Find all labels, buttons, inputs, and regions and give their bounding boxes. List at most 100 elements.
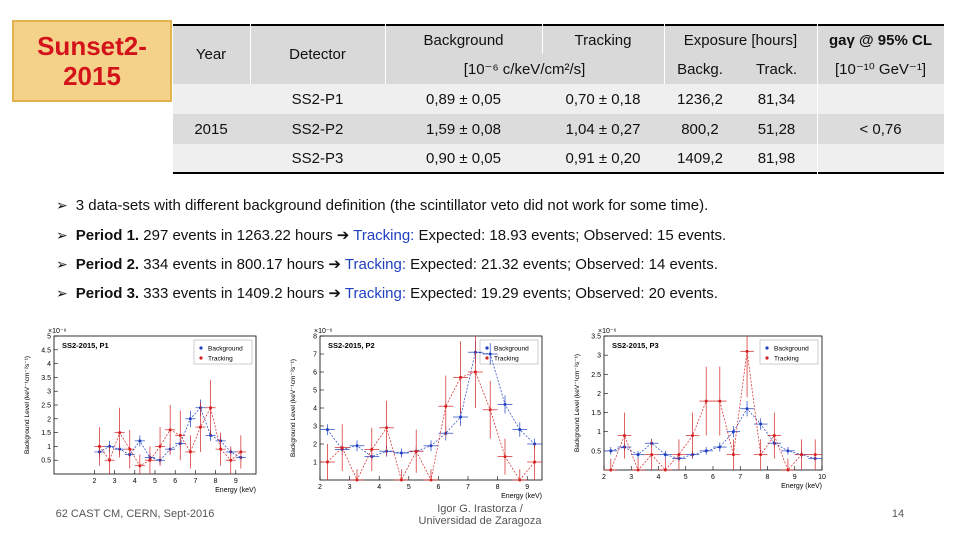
cell-tracking: 0,70 ± 0,18 [565, 90, 641, 108]
x-tick-label: 9 [793, 474, 797, 481]
table-row-band [172, 144, 944, 174]
cell-exp-track: 51,28 [757, 120, 796, 138]
bullet-tracking: Tracking: [353, 227, 415, 244]
data-point [429, 478, 433, 482]
table-top-rule [172, 24, 944, 26]
bullet-text: 297 events in 1263.22 hours [139, 227, 337, 244]
data-point [188, 417, 192, 421]
header-tracking: Tracking [574, 31, 632, 49]
data-point [219, 447, 223, 451]
arrow-bullet-icon: ➢ [56, 285, 68, 301]
table-bottom-rule [172, 172, 944, 174]
x-tick-label: 5 [684, 474, 688, 481]
y-tick-label: 2 [47, 416, 51, 423]
data-point [355, 444, 359, 448]
cell-exp-backg: 1409,2 [677, 149, 723, 167]
y-tick-label: 1.5 [591, 410, 601, 417]
table-divider [172, 24, 173, 174]
slide-title-box: Sunset2- 2015 [12, 20, 172, 102]
y-tick-label: 4 [47, 361, 51, 368]
arrow-bullet-icon: ➢ [56, 256, 68, 272]
data-point [663, 468, 667, 472]
data-point [138, 439, 142, 443]
legend-label: Background [494, 346, 529, 353]
data-point [239, 450, 243, 454]
cell-background: 1,59 ± 0,08 [426, 120, 501, 138]
bullet-item: ➢ Period 3. 333 events in 1409.2 hours ➔ … [56, 284, 718, 302]
legend-marker [485, 356, 489, 360]
series-line [610, 408, 816, 459]
table-row-band [172, 84, 944, 114]
data-point [518, 428, 522, 432]
legend-box [193, 339, 253, 365]
data-point [188, 450, 192, 454]
footer-author: Igor G. Irastorza / Universidad de Zarag… [400, 503, 560, 527]
x-tick-label: 7 [738, 474, 742, 481]
header-year: Year [195, 45, 227, 63]
data-point [691, 434, 695, 438]
x-tick-label: 6 [436, 484, 440, 491]
data-point [340, 446, 344, 450]
legend-label: Tracking [494, 356, 519, 363]
table-divider [250, 24, 251, 84]
legend-box [479, 339, 539, 365]
y-tick-label: 2.5 [591, 372, 601, 379]
chart-p2: ×10⁻⁶ 1 2 3 4 5 6 7 8 2 3 4 5 6 7 8 9 Energy (keV) Backgro… [290, 328, 543, 500]
data-point [148, 458, 152, 462]
data-point [622, 434, 626, 438]
bullet-bold: Period 3. [75, 285, 140, 302]
data-point [444, 404, 448, 408]
y-tick-label: 4.5 [41, 347, 51, 354]
table-header-band [172, 24, 944, 84]
data-point [609, 449, 613, 453]
cell-detector: SS2-P1 [291, 90, 344, 108]
summary-table: Year Detector Background Tracking Exposu… [172, 24, 944, 174]
data-point [731, 453, 735, 457]
legend-marker [485, 346, 489, 350]
bullet-rest: Expected: 18.93 events; Observed: 15 eve… [414, 227, 727, 244]
chart-title: SS2-2015, P2 [328, 341, 375, 350]
y-tick-label: 1.5 [41, 430, 51, 437]
data-point [488, 408, 492, 412]
data-point [759, 453, 763, 457]
bullet-text: 333 events in 1409.2 hours [139, 285, 329, 302]
data-point [97, 444, 101, 448]
header-detector: Detector [289, 45, 346, 63]
x-tick-label: 4 [133, 478, 137, 485]
y-axis-label: Background Level (keV⁻¹cm⁻²s⁻¹) [290, 359, 297, 457]
y-tick-label: 3 [597, 353, 601, 360]
data-point [704, 399, 708, 403]
scale-label: ×10⁻⁶ [314, 328, 333, 335]
data-point [414, 449, 418, 453]
bullet-tracking: Tracking: [344, 256, 407, 273]
coupling-cl: @ 95% CL [859, 31, 932, 49]
x-tick-label: 2 [92, 478, 96, 485]
data-point [209, 406, 213, 410]
slide-title-line2: 2015 [63, 61, 121, 91]
legend-label: Tracking [208, 356, 233, 363]
bullet-item: ➢ 3 data-sets with different background d… [56, 197, 708, 214]
bullet-item: ➢ Period 2. 334 events in 800.17 hours ➔ … [56, 255, 718, 273]
header-coupling: gaγ @ 95% CL [817, 26, 944, 54]
scale-label: ×10⁻⁶ [48, 328, 67, 335]
data-point [168, 428, 172, 432]
y-tick-label: 0.5 [41, 458, 51, 465]
y-tick-label: 1 [47, 444, 51, 451]
y-axis-label: Background Level (keV⁻¹cm⁻²s⁻¹) [24, 356, 31, 454]
y-tick-label: 2 [313, 442, 317, 449]
cell-coupling-limit: < 0,76 [859, 120, 902, 138]
arrow-bullet-icon: ➢ [56, 227, 68, 243]
x-tick-label: 5 [153, 478, 157, 485]
data-point [718, 445, 722, 449]
cell-background: 0,90 ± 0,05 [426, 149, 501, 167]
legend-label: Background [208, 346, 243, 353]
bullet-rest: Expected: 21.32 events; Observed: 14 eve… [406, 256, 718, 273]
data-point [518, 478, 522, 482]
right-arrow-icon: ➔ [328, 256, 345, 273]
x-tick-label: 3 [629, 474, 633, 481]
table-divider [542, 24, 543, 54]
header-rate-units: [10⁻⁶ c/keV/cm²/s] [463, 61, 586, 78]
chart-title: SS2-2015, P3 [612, 341, 659, 350]
x-axis-label: Energy (keV) [781, 483, 822, 490]
data-point [178, 433, 182, 437]
